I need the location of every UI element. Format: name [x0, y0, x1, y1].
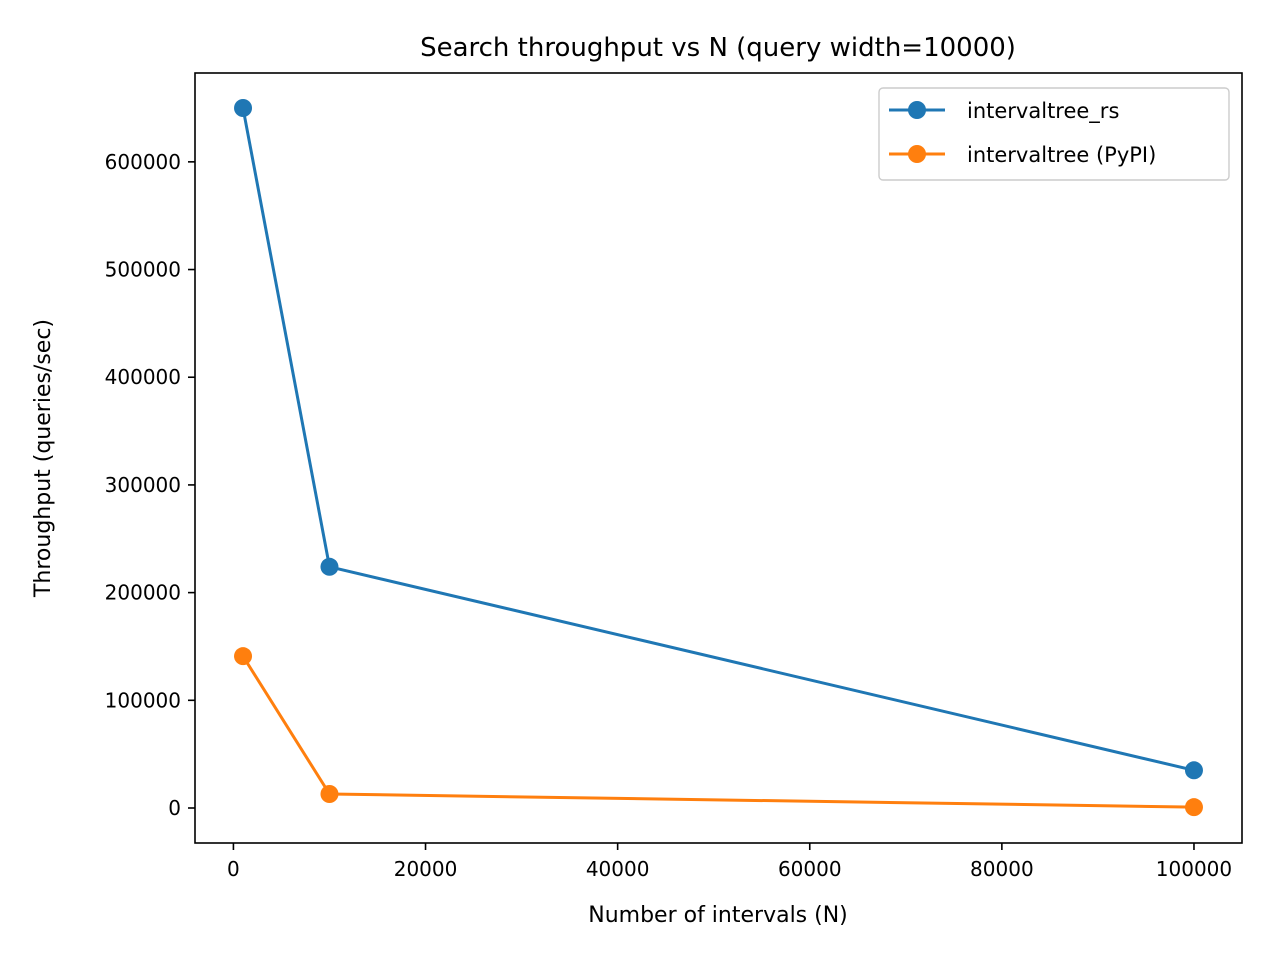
series-2-point [234, 647, 253, 666]
x-tick-label: 0 [227, 857, 240, 881]
x-tick-label: 80000 [970, 857, 1034, 881]
legend-marker-2 [908, 145, 926, 163]
x-tick-label: 100000 [1156, 857, 1232, 881]
y-axis-label: Throughput (queries/sec) [31, 319, 56, 598]
x-axis-label: Number of intervals (N) [588, 903, 848, 928]
series-1-point [1184, 761, 1203, 780]
x-tick-label: 40000 [586, 857, 650, 881]
legend-marker-1 [908, 101, 926, 119]
y-tick-label: 500000 [105, 258, 181, 282]
series-1-point [234, 99, 253, 117]
y-tick-label: 100000 [105, 688, 181, 712]
chart-title: Search throughput vs N (query width=1000… [420, 33, 1016, 63]
y-tick-label: 0 [168, 796, 181, 820]
y-tick-label: 300000 [105, 473, 181, 497]
series-2-point [1184, 798, 1203, 817]
y-tick-label: 200000 [105, 581, 181, 605]
y-tick-label: 400000 [105, 365, 181, 389]
x-tick-label: 60000 [778, 857, 842, 881]
plot-area: 0 20000 40000 60000 80000 100000 0 100000 200000… [105, 72, 1243, 881]
legend-label-1: intervaltree_rs [967, 99, 1119, 124]
y-tick-label: 600000 [105, 150, 181, 174]
axes-frame [194, 72, 1243, 844]
series-1-point [320, 557, 339, 576]
series-2-point [320, 785, 339, 803]
x-tick-label: 20000 [394, 857, 458, 881]
legend-label-2: intervaltree (PyPI) [967, 143, 1156, 167]
legend-box [878, 87, 1230, 181]
